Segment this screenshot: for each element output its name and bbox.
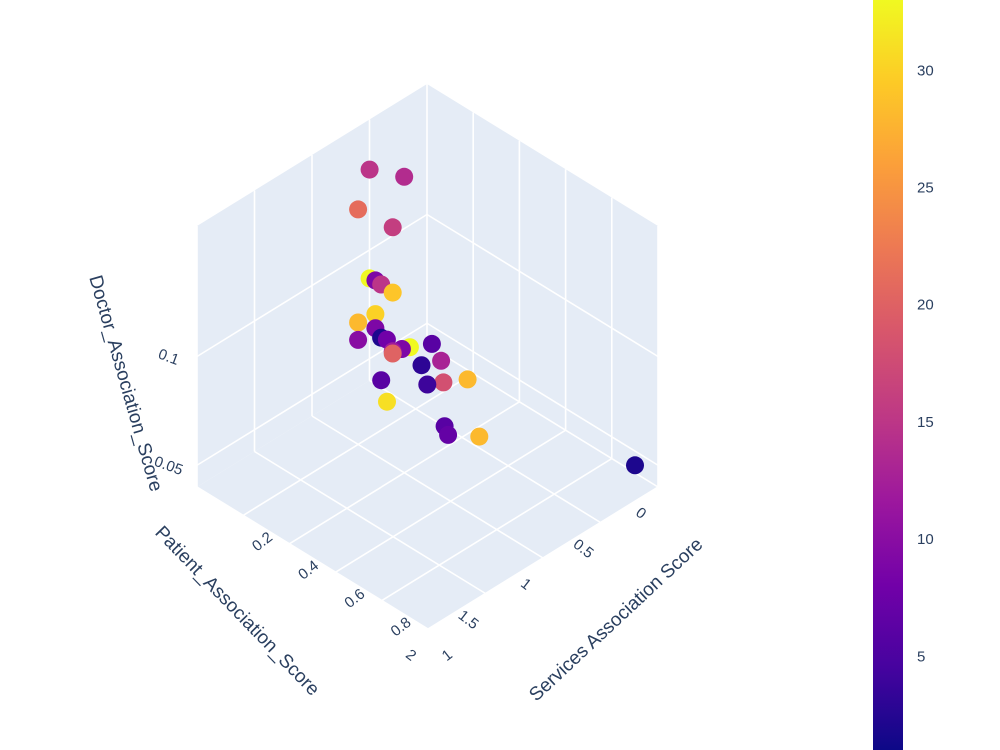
data-point[interactable] — [383, 218, 402, 237]
colorbar-tick-label: 10 — [917, 531, 934, 548]
data-point[interactable] — [470, 427, 489, 446]
y-gridline-floor — [335, 429, 567, 573]
x-gridline-floor — [254, 450, 486, 595]
scene-gridlines — [196, 84, 659, 630]
colorbar-tick-label: 30 — [917, 62, 934, 79]
y-tick-label: 1 — [439, 646, 456, 665]
data-point[interactable] — [349, 330, 368, 349]
data-point[interactable] — [383, 344, 402, 363]
data-point[interactable] — [395, 167, 414, 186]
data-point[interactable] — [360, 160, 379, 179]
z-axis-title: Doctor_Association_Score — [84, 273, 166, 494]
data-point[interactable] — [366, 305, 385, 324]
data-point[interactable] — [349, 200, 368, 219]
y-gridline-floor — [288, 401, 520, 545]
data-point[interactable] — [378, 392, 396, 411]
y-axis-title: Services Association Score — [525, 534, 707, 706]
x-gridline-floor — [196, 486, 429, 630]
colorbar-tick-label: 20 — [917, 297, 934, 314]
colorbar: 5 10 15 20 25 30 — [873, 0, 934, 750]
data-point[interactable] — [432, 351, 451, 370]
data-point[interactable] — [418, 375, 437, 394]
data-point[interactable] — [412, 356, 431, 375]
x-gridline-floor — [426, 344, 659, 488]
data-points[interactable] — [349, 160, 644, 475]
data-point[interactable] — [383, 283, 402, 302]
data-point[interactable] — [349, 313, 368, 332]
z-gridline-right — [426, 213, 659, 358]
x-tick-label: 0 — [632, 504, 649, 523]
data-point[interactable] — [626, 456, 644, 475]
colorbar-gradient — [873, 0, 903, 750]
colorbar-ticks: 5 10 15 20 25 30 — [917, 62, 934, 665]
y-gridline-floor — [427, 486, 659, 630]
data-point[interactable] — [458, 370, 477, 389]
data-point[interactable] — [439, 425, 458, 444]
z-gridline-right — [426, 322, 659, 466]
colorbar-tick-label: 15 — [917, 414, 934, 431]
data-point[interactable] — [434, 373, 453, 392]
x-tick-label: 1 — [517, 575, 534, 594]
colorbar-tick-label: 25 — [917, 180, 934, 197]
data-point[interactable] — [422, 334, 441, 353]
colorbar-tick-label: 5 — [917, 648, 925, 665]
x-gridline-floor — [369, 379, 601, 524]
z-tick-label: 0.1 — [156, 346, 181, 369]
x-tick-label: 2 — [402, 646, 419, 665]
data-point[interactable] — [372, 371, 391, 390]
y-gridline-floor — [242, 372, 474, 517]
y-gridline-floor — [381, 457, 613, 602]
z-gridline-left — [196, 213, 428, 358]
x-gridline-floor — [311, 415, 544, 559]
